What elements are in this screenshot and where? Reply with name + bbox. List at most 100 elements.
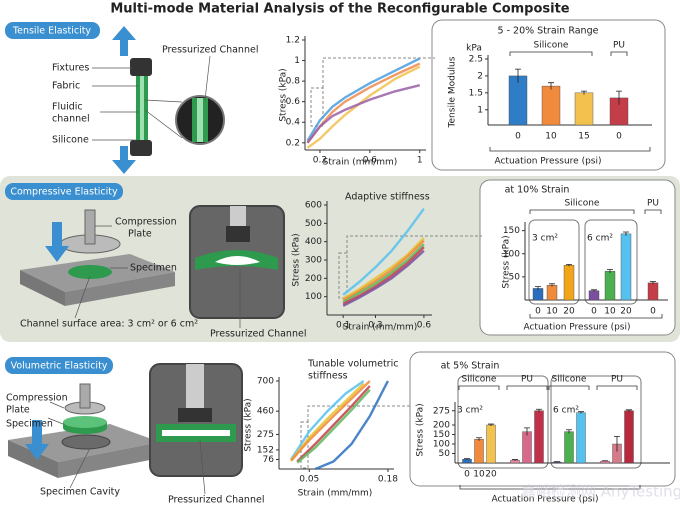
line-series	[290, 380, 371, 462]
error-bar	[614, 436, 620, 452]
y-tick-label: 1	[294, 56, 300, 66]
y-tick-label: 275	[433, 406, 450, 416]
y-tick-label: 200	[433, 421, 450, 431]
y-tick-label: 0.4	[286, 118, 301, 128]
panel-label: Tensile Elasticity	[12, 26, 92, 37]
subgroup-box	[584, 219, 638, 305]
annotation: Specimen	[6, 419, 53, 430]
y-axis-label: Stress (kPa)	[279, 68, 289, 121]
y-tick-label: 0.8	[286, 77, 301, 87]
line-series	[342, 239, 425, 302]
annotation: Specimen	[130, 263, 177, 274]
y-tick-label: 50	[439, 449, 451, 459]
y-axis-label: Tensile Modulus	[448, 56, 458, 128]
line-series	[306, 65, 421, 149]
y-tick-label: 150	[503, 226, 520, 236]
x-axis-label: Actuation Pressure (psi)	[494, 157, 601, 167]
x-tick-label: 20	[485, 470, 497, 480]
error-bar	[476, 437, 482, 441]
annotation: Fluidic	[52, 102, 83, 113]
group-label: PU	[611, 375, 623, 385]
y-tick-label: 1	[477, 105, 483, 115]
x-tick-label: 0	[515, 132, 521, 142]
x-tick-label: 0.3	[368, 321, 382, 331]
x-tick-label: 20	[620, 307, 632, 317]
zoom-line	[346, 235, 482, 253]
bar	[588, 290, 600, 301]
error-bar	[515, 68, 521, 83]
x-tick-label: 0.05	[299, 475, 319, 485]
line-series	[306, 84, 421, 144]
bar	[624, 410, 634, 464]
x-bracket	[529, 314, 663, 319]
group-label: Silicone	[552, 375, 587, 385]
annotation: channel	[52, 114, 90, 125]
annotation: Tunable volumetric	[307, 359, 398, 370]
x-axis-label: Strain (mm/mm)	[298, 489, 373, 499]
panel-label: Compressive Elasticity	[10, 187, 118, 198]
line-series	[342, 207, 425, 296]
error-bar	[623, 231, 629, 236]
x-tick-label: 20	[563, 307, 575, 317]
group-bracket	[458, 385, 500, 390]
x-tick-label: 0	[616, 132, 622, 142]
subgroup-box	[550, 375, 642, 469]
line-series	[296, 388, 371, 464]
tensile-illustration	[92, 26, 225, 174]
y-tick-label: 100	[305, 292, 322, 302]
error-bar	[566, 429, 572, 434]
y-tick-label: 150	[433, 430, 450, 440]
error-bar	[602, 460, 608, 462]
zoom-line	[307, 405, 410, 422]
bar	[541, 85, 561, 126]
panel-pill	[5, 357, 113, 374]
chart-title: at 10% Strain	[505, 185, 570, 196]
annotation: Compression	[6, 393, 68, 404]
annotation: Pressurized Channel	[162, 45, 258, 56]
y-tick-label: 2.5	[469, 55, 483, 65]
line-series	[306, 57, 421, 142]
error-bar	[591, 289, 597, 292]
bar	[474, 439, 484, 464]
y-tick-label: 76	[263, 455, 275, 465]
error-bar	[464, 458, 470, 460]
annotation: stiffness	[308, 371, 348, 382]
x-tick-label: 0	[464, 470, 470, 480]
annotation: Silicone	[52, 135, 89, 146]
annotation: Fabric	[52, 81, 80, 92]
y-tick-label: 460	[257, 407, 274, 417]
group-bracket	[548, 385, 590, 390]
error-bar	[536, 408, 542, 413]
x-axis-label: Actuation Pressure (psi)	[523, 323, 630, 333]
subgroup-label: 6 cm²	[587, 234, 613, 244]
x-tick-label: 0	[535, 307, 541, 317]
x-tick-label: 0	[650, 307, 656, 317]
annotation: Pressurized Channel	[210, 329, 306, 340]
annotation: Plate	[6, 405, 30, 416]
volumetric-illustration	[8, 363, 243, 495]
line-series	[342, 243, 425, 304]
panel-label: Volumetric Elasticity	[11, 361, 108, 372]
y-axis-label: Stress (kPa)	[502, 235, 512, 288]
error-bar	[581, 90, 587, 95]
y-tick-label: 0.2	[286, 138, 300, 148]
bar	[604, 271, 616, 301]
x-axis-label: Actuation Pressure (psi)	[491, 495, 598, 505]
bar	[486, 424, 496, 464]
compressive-illustration	[20, 205, 285, 328]
x-tick-label: 15	[578, 132, 589, 142]
error-bar	[578, 411, 584, 414]
zoom-line	[322, 57, 435, 88]
group-bracket	[644, 209, 662, 214]
annotation: Plate	[128, 229, 152, 240]
y-tick-label: 1.5	[469, 88, 483, 98]
axis-unit: kPa	[466, 44, 482, 54]
y-tick-label: 100	[433, 440, 450, 450]
y-tick-label: 600	[305, 201, 322, 211]
y-axis-label: Stress (kPa)	[292, 233, 302, 286]
group-bracket	[509, 51, 593, 56]
error-bar	[650, 281, 656, 285]
y-tick-label: 1.2	[286, 36, 300, 46]
group-bracket	[529, 209, 635, 214]
